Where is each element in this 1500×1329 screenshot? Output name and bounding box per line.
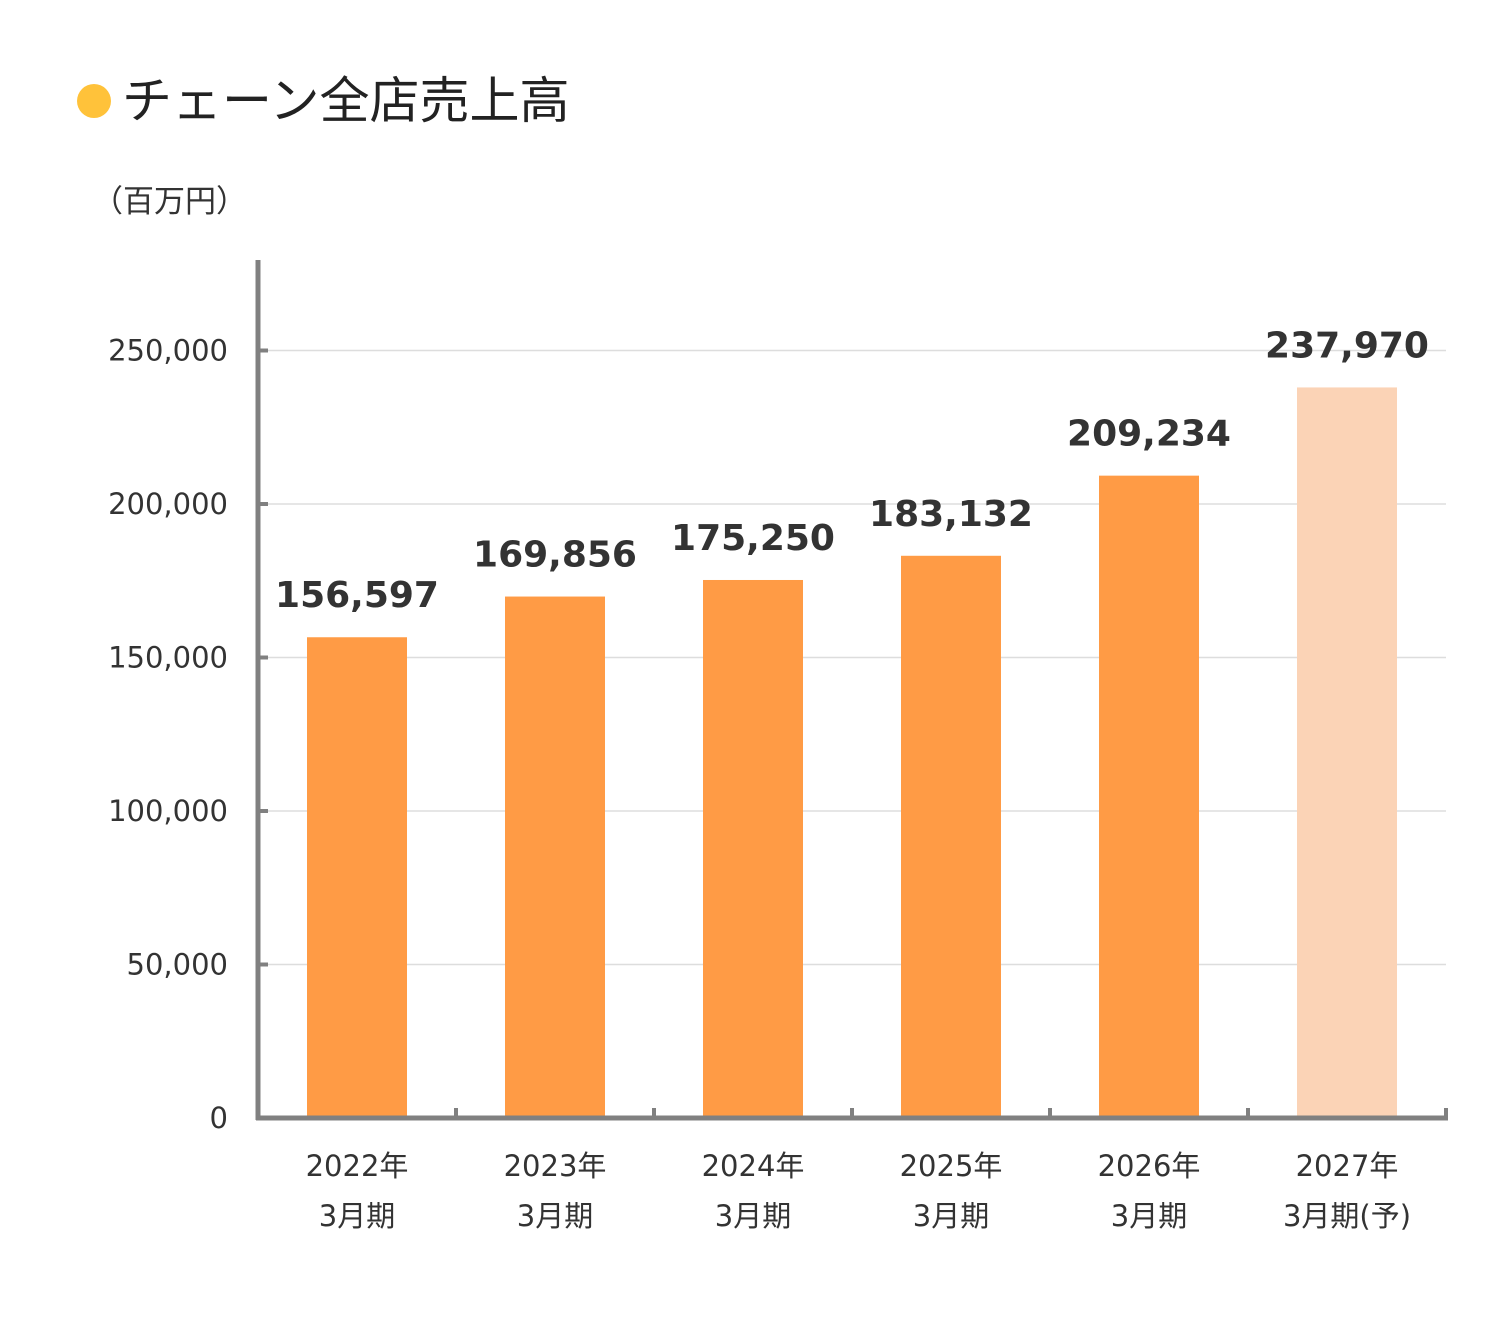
data-labels: 156,597 169,856 175,250 183,132 209,234 237,9… [275, 325, 1429, 616]
category-label-year: 2025年 [900, 1149, 1003, 1183]
y-axis-unit-label: （百万円） [92, 184, 247, 220]
y-tick-label: 250,000 [108, 334, 228, 368]
y-tick-label: 200,000 [108, 487, 228, 521]
title-marker-icon [77, 84, 111, 118]
category-label-year: 2022年 [306, 1149, 409, 1183]
bar [703, 579, 803, 1118]
category-label-period: 3月期 [319, 1199, 395, 1233]
data-label: 175,250 [671, 518, 835, 559]
category-label-period: 3月期 [913, 1199, 989, 1233]
x-axis-ticks [454, 1108, 1448, 1118]
bar [307, 637, 407, 1118]
gridlines [258, 349, 1446, 966]
category-label-period: 3月期 [1111, 1199, 1187, 1233]
category-label-year: 2024年 [702, 1149, 805, 1183]
bars [307, 387, 1397, 1118]
data-label: 156,597 [275, 575, 439, 616]
category-label-period: 3月期 [517, 1199, 593, 1233]
bar [1099, 475, 1199, 1118]
data-label: 237,970 [1265, 325, 1429, 366]
y-tick-label: 100,000 [108, 794, 228, 828]
category-label-period: 3月期 [715, 1199, 791, 1233]
data-label: 183,132 [869, 494, 1033, 535]
category-label-year: 2026年 [1098, 1149, 1201, 1183]
bar [505, 596, 605, 1118]
category-label-year: 2027年 [1296, 1149, 1399, 1183]
y-tick-label: 50,000 [127, 948, 228, 982]
y-tick-label: 0 [210, 1101, 228, 1135]
data-label: 209,234 [1067, 414, 1231, 455]
y-tick-label: 150,000 [108, 641, 228, 675]
bar-forecast [1297, 387, 1397, 1118]
category-label-period: 3月期(予) [1283, 1199, 1411, 1233]
x-axis-category-labels: 2022年 3月期 2023年 3月期 2024年 3月期 2025年 3月期 2026年 3月期… [306, 1149, 1411, 1233]
data-label: 169,856 [473, 535, 637, 576]
y-axis-ticks: 0 50,000 100,000 150,000 200,000 250,000 [108, 334, 268, 1135]
category-label-year: 2023年 [504, 1149, 607, 1183]
chart-title: チェーン全店売上高 [122, 72, 570, 130]
bar [901, 555, 1001, 1118]
